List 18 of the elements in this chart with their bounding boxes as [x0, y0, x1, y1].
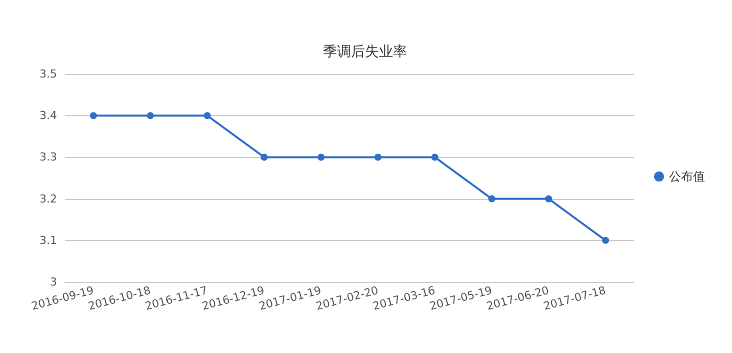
y-tick-label: 3.5 [40, 68, 57, 80]
point [260, 154, 268, 161]
point [90, 112, 97, 120]
point [431, 154, 438, 161]
y-tick-label: 3 [50, 276, 57, 288]
chart-title: 季调后失业率 [323, 44, 407, 60]
y-tick-label: 3.2 [40, 192, 57, 206]
legend-label: 公布值 [669, 170, 705, 184]
y-tick-label: 3.3 [40, 150, 57, 164]
point [318, 154, 325, 161]
point [602, 236, 610, 244]
point [374, 154, 382, 161]
y-tick-label: 3.1 [40, 234, 57, 247]
y-tick-label: 3.4 [40, 109, 57, 122]
point [146, 112, 154, 120]
point [204, 112, 211, 120]
point [488, 195, 496, 202]
point [545, 195, 552, 202]
